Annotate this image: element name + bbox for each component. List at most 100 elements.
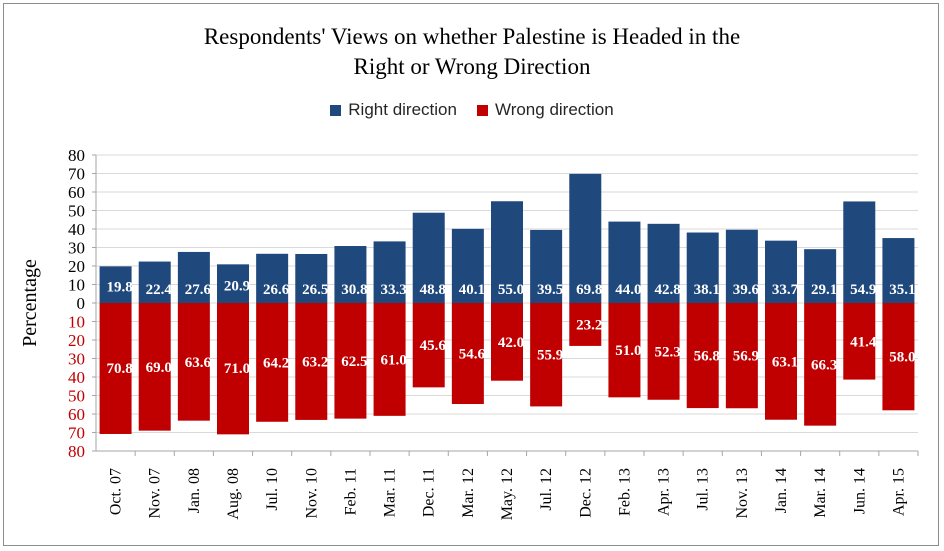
y-tick-label: 10	[68, 313, 85, 332]
bar-right	[99, 266, 132, 303]
bar-wrong	[882, 303, 915, 411]
bar-wrong	[608, 303, 641, 398]
data-label-wrong: 51.0	[615, 343, 641, 359]
bar-wrong	[530, 303, 563, 407]
data-label-wrong: 56.9	[733, 349, 759, 365]
data-label-right: 39.5	[537, 282, 563, 298]
x-tick-label: May. 12	[499, 468, 516, 520]
bar-wrong	[569, 303, 602, 346]
x-tick-label: Nov. 10	[303, 468, 320, 519]
bar-wrong	[804, 303, 837, 426]
x-tick-label: Feb. 11	[342, 468, 359, 515]
bar-right	[451, 228, 484, 303]
y-tick-label: 30	[68, 350, 85, 369]
y-tick-label: 60	[68, 405, 85, 424]
bar-right	[373, 241, 406, 303]
data-label-wrong: 56.8	[694, 349, 720, 365]
data-label-right: 19.8	[106, 280, 132, 296]
data-label-right: 22.4	[146, 282, 173, 298]
bar-right	[334, 246, 367, 303]
x-tick-label: Dec. 11	[421, 468, 438, 517]
bar-right	[882, 238, 915, 303]
bar-wrong	[373, 303, 406, 416]
y-tick-label: 60	[68, 183, 85, 202]
bar-right	[256, 253, 289, 303]
data-label-wrong: 63.1	[772, 354, 798, 370]
x-tick-label: Jan. 14	[773, 468, 790, 513]
bar-wrong	[412, 303, 445, 388]
data-label-right: 33.7	[772, 282, 799, 298]
x-tick-label: Jul. 13	[695, 468, 712, 511]
bar-wrong	[295, 303, 328, 420]
bar-right	[217, 264, 249, 303]
x-tick-label: Aug. 08	[225, 468, 242, 520]
data-label-wrong: 41.4	[850, 334, 877, 350]
x-tick-label: Nov. 13	[734, 468, 751, 519]
x-tick-label: Mar. 12	[460, 468, 477, 518]
data-label-right: 38.1	[694, 282, 720, 298]
x-tick-label: Jun. 14	[851, 468, 868, 514]
legend-item-right: Right direction	[330, 100, 457, 120]
data-label-right: 54.9	[850, 282, 876, 298]
legend-label-right: Right direction	[348, 100, 457, 119]
data-label-wrong: 62.5	[341, 354, 367, 370]
bar-right	[569, 173, 602, 303]
bar-wrong	[725, 303, 758, 409]
data-label-right: 48.8	[420, 282, 446, 298]
y-axis-title: Percentage	[19, 259, 41, 347]
x-tick-label: Dec. 12	[577, 468, 594, 518]
data-label-wrong: 42.0	[498, 335, 524, 351]
data-label-right: 35.1	[889, 282, 915, 298]
x-tick-label: Nov. 07	[147, 468, 164, 519]
x-tick-label: Mar. 14	[812, 468, 829, 518]
data-label-right: 29.1	[811, 282, 837, 298]
data-label-wrong: 58.0	[889, 350, 915, 366]
y-tick-label: 0	[77, 294, 86, 313]
data-label-wrong: 66.3	[811, 357, 837, 373]
bar-wrong	[451, 303, 484, 405]
data-label-right: 33.3	[380, 282, 406, 298]
data-label-wrong: 23.2	[576, 317, 602, 333]
y-tick-label: 80	[68, 146, 85, 165]
bar-right	[491, 201, 523, 303]
data-label-wrong: 71.0	[224, 361, 250, 377]
y-tick-label: 40	[68, 368, 85, 387]
bar-right	[295, 253, 328, 303]
legend-label-wrong: Wrong direction	[494, 100, 614, 119]
bar-right	[177, 251, 210, 303]
bar-right	[843, 201, 876, 303]
y-tick-label: 10	[68, 276, 85, 295]
bar-right	[725, 229, 758, 303]
data-label-wrong: 63.2	[302, 354, 328, 370]
data-label-wrong: 64.2	[263, 355, 289, 371]
bar-right	[530, 229, 563, 303]
data-label-right: 30.8	[341, 282, 367, 298]
x-tick-label: Jul. 10	[264, 468, 281, 511]
y-tick-label: 80	[68, 442, 85, 461]
x-tick-label: Jul. 12	[538, 468, 555, 511]
chart-title: Respondents' Views on whether Palestine …	[203, 24, 741, 79]
bar-right	[138, 261, 171, 303]
bar-right	[804, 249, 837, 303]
x-tick-label: Oct. 07	[108, 468, 125, 515]
bar-wrong	[217, 303, 249, 435]
data-label-right: 26.6	[263, 282, 290, 298]
y-tick-label: 20	[68, 331, 85, 350]
bar-wrong	[843, 303, 876, 380]
legend-swatch-right	[330, 104, 342, 116]
bar-wrong	[647, 303, 680, 400]
y-tick-label: 70	[68, 165, 85, 184]
y-tick-label: 70	[68, 424, 85, 443]
bar-right	[765, 240, 797, 303]
data-label-right: 26.5	[302, 282, 328, 298]
bar-wrong	[138, 303, 171, 431]
bar-right	[412, 212, 445, 303]
y-tick-label: 50	[68, 202, 85, 221]
data-label-wrong: 45.6	[420, 338, 447, 354]
data-label-right: 44.0	[615, 282, 641, 298]
data-label-wrong: 61.0	[380, 352, 406, 368]
data-label-right: 20.9	[224, 279, 250, 295]
data-label-wrong: 63.6	[185, 355, 212, 371]
y-tick-label: 50	[68, 387, 85, 406]
data-label-wrong: 70.8	[106, 361, 132, 377]
